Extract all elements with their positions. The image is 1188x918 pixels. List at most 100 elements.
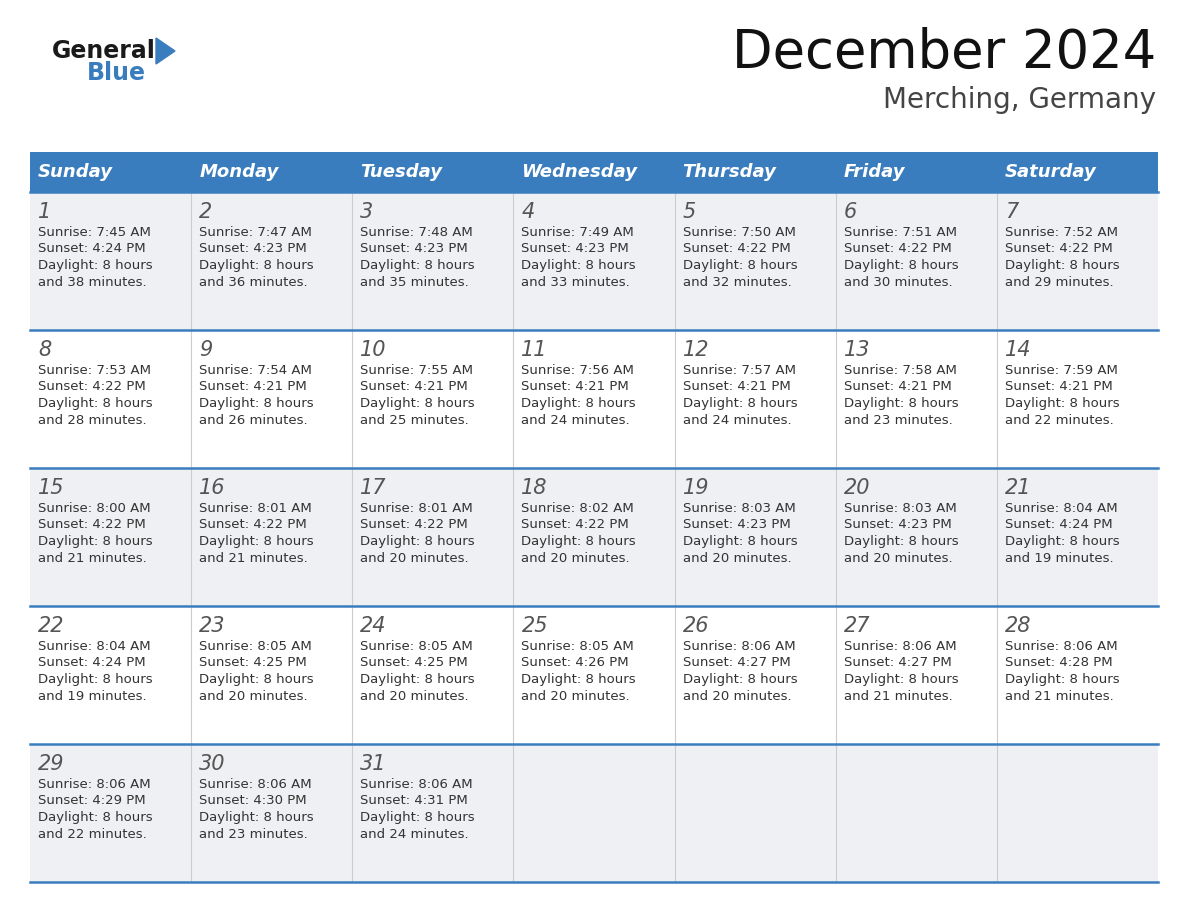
Text: Daylight: 8 hours: Daylight: 8 hours xyxy=(360,259,475,272)
Text: 2: 2 xyxy=(200,202,213,222)
Text: Sunset: 4:27 PM: Sunset: 4:27 PM xyxy=(843,656,952,669)
Text: Sunrise: 8:00 AM: Sunrise: 8:00 AM xyxy=(38,502,151,515)
Text: Daylight: 8 hours: Daylight: 8 hours xyxy=(522,259,636,272)
Text: and 25 minutes.: and 25 minutes. xyxy=(360,413,469,427)
Text: Daylight: 8 hours: Daylight: 8 hours xyxy=(38,811,152,824)
Text: 7: 7 xyxy=(1005,202,1018,222)
Text: and 19 minutes.: and 19 minutes. xyxy=(38,689,146,702)
Text: Daylight: 8 hours: Daylight: 8 hours xyxy=(843,673,959,686)
Text: Daylight: 8 hours: Daylight: 8 hours xyxy=(683,259,797,272)
Text: Sunset: 4:21 PM: Sunset: 4:21 PM xyxy=(683,380,790,394)
Text: Daylight: 8 hours: Daylight: 8 hours xyxy=(360,397,475,410)
Text: Sunset: 4:22 PM: Sunset: 4:22 PM xyxy=(522,519,630,532)
Text: Sunrise: 8:06 AM: Sunrise: 8:06 AM xyxy=(1005,640,1118,653)
Text: Daylight: 8 hours: Daylight: 8 hours xyxy=(1005,397,1119,410)
Text: 19: 19 xyxy=(683,478,709,498)
Text: and 24 minutes.: and 24 minutes. xyxy=(683,413,791,427)
Text: 28: 28 xyxy=(1005,616,1031,636)
Text: and 21 minutes.: and 21 minutes. xyxy=(38,552,147,565)
Text: 8: 8 xyxy=(38,340,51,360)
Text: Sunset: 4:23 PM: Sunset: 4:23 PM xyxy=(200,242,307,255)
Text: Sunset: 4:25 PM: Sunset: 4:25 PM xyxy=(200,656,307,669)
Bar xyxy=(30,192,1158,330)
Text: Sunrise: 8:01 AM: Sunrise: 8:01 AM xyxy=(360,502,473,515)
Text: Daylight: 8 hours: Daylight: 8 hours xyxy=(843,259,959,272)
Text: and 24 minutes.: and 24 minutes. xyxy=(360,827,469,841)
Text: Daylight: 8 hours: Daylight: 8 hours xyxy=(200,397,314,410)
Text: 10: 10 xyxy=(360,340,387,360)
Bar xyxy=(30,606,1158,744)
Text: and 33 minutes.: and 33 minutes. xyxy=(522,275,630,288)
Text: and 19 minutes.: and 19 minutes. xyxy=(1005,552,1113,565)
Text: Sunset: 4:28 PM: Sunset: 4:28 PM xyxy=(1005,656,1112,669)
Text: Sunrise: 7:57 AM: Sunrise: 7:57 AM xyxy=(683,364,796,377)
Text: 26: 26 xyxy=(683,616,709,636)
Text: 11: 11 xyxy=(522,340,548,360)
Text: Sunrise: 7:58 AM: Sunrise: 7:58 AM xyxy=(843,364,956,377)
Text: Friday: Friday xyxy=(843,163,905,181)
Text: Sunrise: 8:05 AM: Sunrise: 8:05 AM xyxy=(360,640,473,653)
Text: Sunset: 4:23 PM: Sunset: 4:23 PM xyxy=(683,519,790,532)
Text: 29: 29 xyxy=(38,754,64,774)
Bar xyxy=(30,330,1158,468)
Text: Sunset: 4:23 PM: Sunset: 4:23 PM xyxy=(522,242,630,255)
Text: Daylight: 8 hours: Daylight: 8 hours xyxy=(200,673,314,686)
Text: Daylight: 8 hours: Daylight: 8 hours xyxy=(1005,535,1119,548)
Text: Tuesday: Tuesday xyxy=(360,163,442,181)
Text: Sunrise: 7:47 AM: Sunrise: 7:47 AM xyxy=(200,226,312,239)
Bar xyxy=(30,152,1158,192)
Text: December 2024: December 2024 xyxy=(732,27,1156,79)
Text: Sunset: 4:23 PM: Sunset: 4:23 PM xyxy=(843,519,952,532)
Text: Sunset: 4:21 PM: Sunset: 4:21 PM xyxy=(522,380,630,394)
Text: Sunrise: 7:50 AM: Sunrise: 7:50 AM xyxy=(683,226,796,239)
Text: Sunrise: 7:51 AM: Sunrise: 7:51 AM xyxy=(843,226,956,239)
Text: Sunrise: 7:59 AM: Sunrise: 7:59 AM xyxy=(1005,364,1118,377)
Text: and 20 minutes.: and 20 minutes. xyxy=(522,552,630,565)
Text: Daylight: 8 hours: Daylight: 8 hours xyxy=(683,397,797,410)
Text: Sunset: 4:22 PM: Sunset: 4:22 PM xyxy=(843,242,952,255)
Text: 31: 31 xyxy=(360,754,387,774)
Text: Daylight: 8 hours: Daylight: 8 hours xyxy=(843,397,959,410)
Text: Sunrise: 7:55 AM: Sunrise: 7:55 AM xyxy=(360,364,473,377)
Text: and 22 minutes.: and 22 minutes. xyxy=(1005,413,1113,427)
Text: Sunrise: 8:06 AM: Sunrise: 8:06 AM xyxy=(843,640,956,653)
Text: Sunrise: 8:06 AM: Sunrise: 8:06 AM xyxy=(360,778,473,791)
Text: Daylight: 8 hours: Daylight: 8 hours xyxy=(683,673,797,686)
Text: 13: 13 xyxy=(843,340,871,360)
Text: and 21 minutes.: and 21 minutes. xyxy=(1005,689,1113,702)
Text: and 26 minutes.: and 26 minutes. xyxy=(200,413,308,427)
Text: 16: 16 xyxy=(200,478,226,498)
Text: Sunrise: 8:06 AM: Sunrise: 8:06 AM xyxy=(200,778,311,791)
Text: Daylight: 8 hours: Daylight: 8 hours xyxy=(1005,259,1119,272)
Text: Daylight: 8 hours: Daylight: 8 hours xyxy=(1005,673,1119,686)
Text: and 20 minutes.: and 20 minutes. xyxy=(200,689,308,702)
Text: Daylight: 8 hours: Daylight: 8 hours xyxy=(522,397,636,410)
Text: Merching, Germany: Merching, Germany xyxy=(883,86,1156,114)
Text: Daylight: 8 hours: Daylight: 8 hours xyxy=(200,535,314,548)
Text: and 23 minutes.: and 23 minutes. xyxy=(200,827,308,841)
Text: Sunset: 4:27 PM: Sunset: 4:27 PM xyxy=(683,656,790,669)
Text: and 28 minutes.: and 28 minutes. xyxy=(38,413,146,427)
Text: 25: 25 xyxy=(522,616,548,636)
Text: Daylight: 8 hours: Daylight: 8 hours xyxy=(200,259,314,272)
Text: Daylight: 8 hours: Daylight: 8 hours xyxy=(38,535,152,548)
Text: Daylight: 8 hours: Daylight: 8 hours xyxy=(683,535,797,548)
Text: Sunset: 4:22 PM: Sunset: 4:22 PM xyxy=(200,519,307,532)
Text: Sunset: 4:22 PM: Sunset: 4:22 PM xyxy=(38,519,146,532)
Text: and 22 minutes.: and 22 minutes. xyxy=(38,827,147,841)
Text: Sunrise: 8:03 AM: Sunrise: 8:03 AM xyxy=(843,502,956,515)
Text: Sunset: 4:21 PM: Sunset: 4:21 PM xyxy=(360,380,468,394)
Text: 30: 30 xyxy=(200,754,226,774)
Text: 4: 4 xyxy=(522,202,535,222)
Text: Sunset: 4:29 PM: Sunset: 4:29 PM xyxy=(38,794,146,808)
Text: Sunrise: 8:01 AM: Sunrise: 8:01 AM xyxy=(200,502,312,515)
Text: and 20 minutes.: and 20 minutes. xyxy=(683,552,791,565)
Text: Sunrise: 7:45 AM: Sunrise: 7:45 AM xyxy=(38,226,151,239)
Text: and 35 minutes.: and 35 minutes. xyxy=(360,275,469,288)
Text: Thursday: Thursday xyxy=(683,163,777,181)
Text: Daylight: 8 hours: Daylight: 8 hours xyxy=(38,397,152,410)
Bar xyxy=(30,744,1158,882)
Text: and 20 minutes.: and 20 minutes. xyxy=(360,552,469,565)
Text: 3: 3 xyxy=(360,202,373,222)
Text: Sunset: 4:23 PM: Sunset: 4:23 PM xyxy=(360,242,468,255)
